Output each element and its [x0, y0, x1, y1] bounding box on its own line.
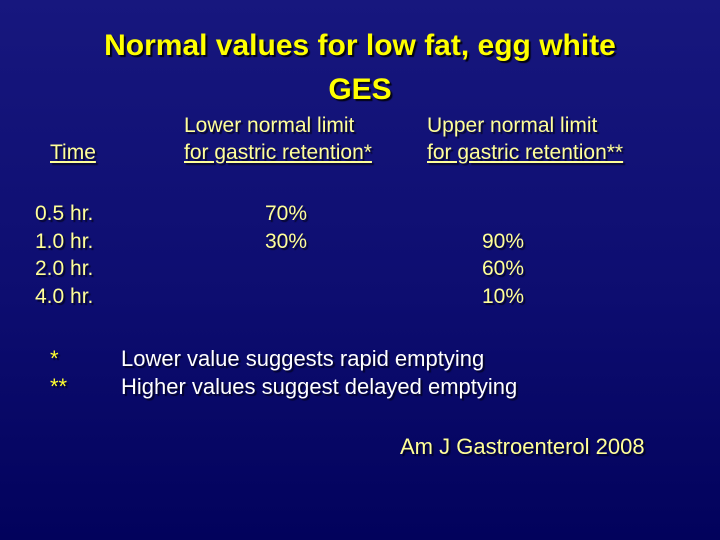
time-cell: 0.5 hr.	[35, 202, 94, 225]
slide-title: Normal values for low fat, egg white GES	[0, 24, 720, 112]
table-header-upper-line2: for gastric retention**	[427, 141, 624, 164]
upper-limit-cell: 10%	[482, 285, 525, 308]
upper-limit-cell: 60%	[482, 257, 525, 280]
footnote-row: ** Higher values suggest delayed emptyin…	[0, 373, 720, 401]
footnote-marker: **	[50, 374, 68, 399]
table-row: 1.0 hr. 30% 90%	[0, 228, 720, 256]
table-header-upper-line1: Upper normal limit	[427, 114, 598, 137]
citation: Am J Gastroenterol 2008	[400, 434, 645, 459]
footnote-marker: *	[50, 346, 59, 371]
table-row: 0.5 hr. 70%	[0, 200, 720, 228]
footnote-text: Higher values suggest delayed emptying	[121, 374, 518, 399]
table-header-lower-line1: Lower normal limit	[184, 114, 355, 137]
upper-limit-cell: 90%	[482, 230, 525, 253]
footnote-row: * Lower value suggests rapid emptying	[0, 345, 720, 373]
lower-limit-cell: 70%	[265, 202, 308, 225]
table-header-upper-limit: Upper normal limit for gastric retention…	[427, 112, 623, 166]
table-header-lower-line2: for gastric retention*	[184, 141, 372, 164]
footnote-text: Lower value suggests rapid emptying	[121, 346, 485, 371]
time-cell: 4.0 hr.	[35, 285, 94, 308]
time-cell: 2.0 hr.	[35, 257, 94, 280]
slide-title-line2: GES	[328, 73, 392, 106]
slide-title-line1: Normal values for low fat, egg white	[104, 29, 616, 62]
table-row: 2.0 hr. 60%	[0, 255, 720, 283]
table-header-lower-limit: Lower normal limit for gastric retention…	[184, 112, 372, 166]
lower-limit-cell: 30%	[265, 230, 308, 253]
table-row: 4.0 hr. 10%	[0, 283, 720, 311]
table-header-time: Time	[50, 141, 96, 164]
time-cell: 1.0 hr.	[35, 230, 94, 253]
